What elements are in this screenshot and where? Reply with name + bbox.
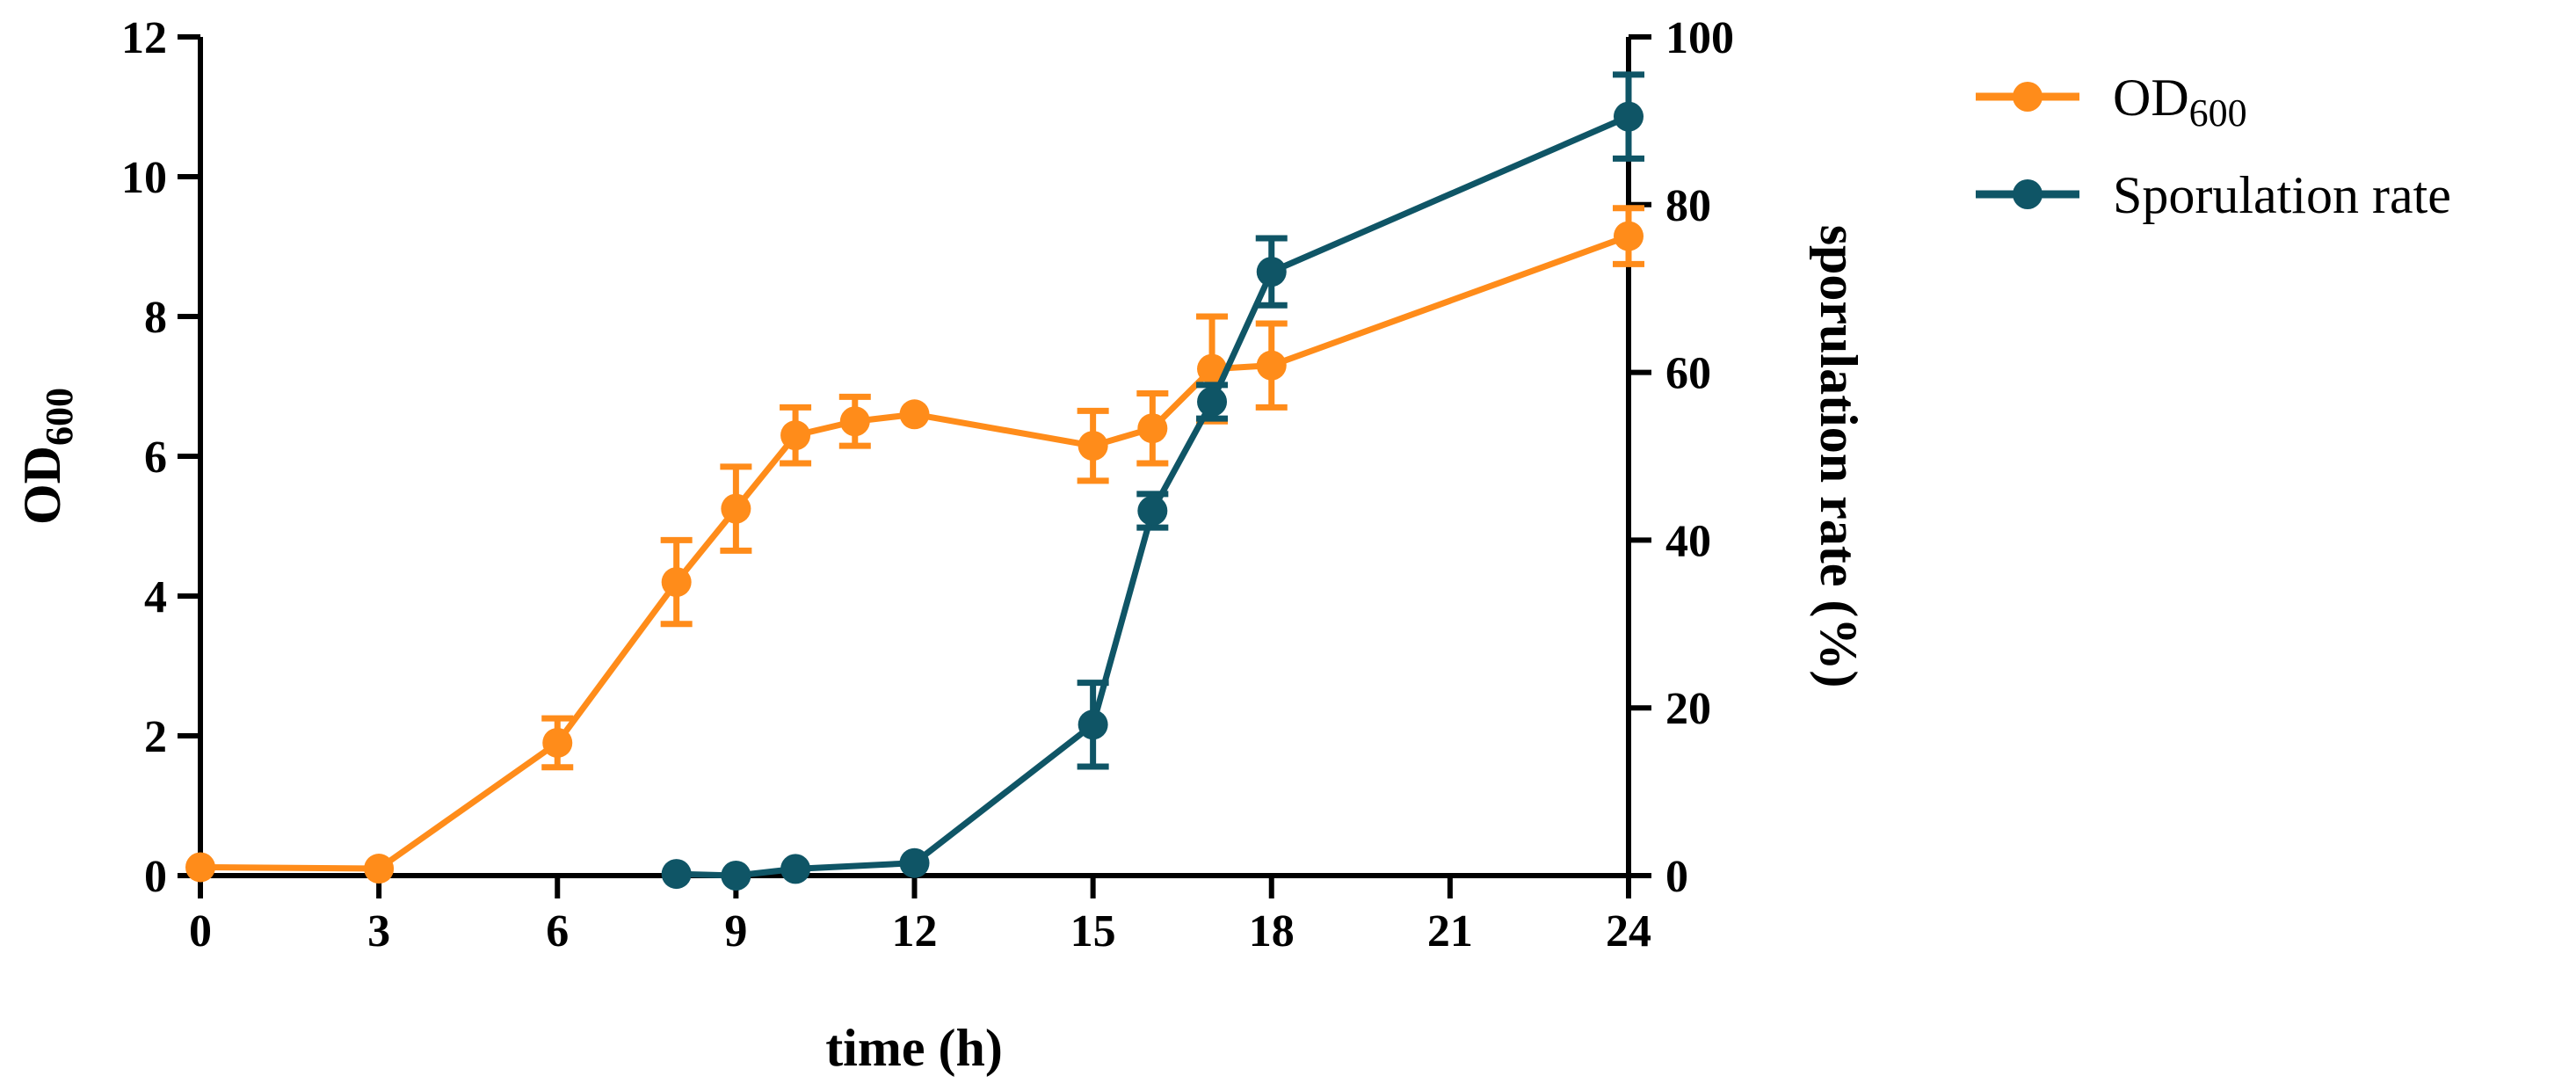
left-y-tick-label: 10	[121, 153, 167, 203]
data-point-sporulation-rate	[1614, 101, 1644, 132]
left-y-tick-label: 8	[144, 293, 167, 343]
data-point-od600	[899, 399, 930, 430]
legend-label-sporulation: Sporulation rate	[2113, 166, 2451, 224]
legend-label-od600: OD600	[2113, 69, 2247, 135]
left-y-tick-label: 6	[144, 433, 167, 483]
left-y-tick-label: 2	[144, 712, 167, 762]
data-point-sporulation-rate	[661, 859, 692, 890]
data-point-sporulation-rate	[721, 861, 751, 891]
data-point-sporulation-rate	[780, 854, 811, 884]
data-point-od600	[542, 727, 573, 758]
x-tick-label: 15	[1070, 906, 1116, 956]
data-point-od600	[1197, 353, 1228, 384]
series-sporulation-rate	[661, 71, 1644, 891]
data-point-sporulation-rate	[899, 847, 930, 878]
axes-group	[198, 37, 1631, 878]
legend-marker-sporulation	[2013, 179, 2043, 209]
data-point-sporulation-rate	[1197, 386, 1228, 417]
x-tick-label: 12	[892, 906, 938, 956]
data-point-od600	[1614, 221, 1644, 251]
legend-item-sporulation: Sporulation rate	[1976, 166, 2451, 224]
legend-item-od600: OD600	[1976, 69, 2247, 135]
left-y-tick-label: 0	[144, 852, 167, 902]
data-point-od600	[1256, 350, 1287, 381]
right-y-tick-label: 40	[1665, 516, 1711, 566]
x-axis-title: time (h)	[825, 1019, 1003, 1077]
left-y-axis-title: OD600	[13, 388, 81, 525]
legend-marker-od600	[2013, 82, 2043, 112]
data-point-sporulation-rate	[1256, 257, 1287, 287]
x-tick-label: 3	[367, 906, 390, 956]
data-point-od600	[839, 406, 870, 437]
data-point-od600	[661, 567, 692, 598]
data-point-od600	[364, 854, 395, 884]
series-group	[185, 71, 1644, 891]
x-tick-label: 24	[1606, 906, 1651, 956]
data-point-od600	[721, 493, 751, 524]
right-y-tick-label: 0	[1665, 852, 1688, 902]
right-y-axis-title: sporulation rate (%)	[1810, 225, 1868, 688]
left-y-tick-label: 12	[121, 13, 167, 63]
x-tick-label: 6	[546, 906, 569, 956]
x-tick-label: 21	[1427, 906, 1473, 956]
right-y-tick-label: 60	[1665, 349, 1711, 399]
legend: OD600 Sporulation rate	[1976, 69, 2451, 224]
data-point-sporulation-rate	[1137, 496, 1168, 527]
data-point-od600	[1078, 431, 1108, 462]
data-point-sporulation-rate	[1078, 709, 1108, 740]
x-tick-label: 0	[189, 906, 212, 956]
data-point-od600	[780, 420, 811, 451]
x-tick-label: 18	[1249, 906, 1295, 956]
data-point-od600	[185, 852, 215, 883]
data-point-od600	[1137, 413, 1168, 444]
right-y-tick-label: 100	[1665, 13, 1734, 63]
left-y-tick-label: 4	[144, 572, 167, 622]
series-od600	[185, 205, 1644, 884]
x-tick-label: 9	[724, 906, 747, 956]
right-y-tick-label: 20	[1665, 684, 1711, 734]
series-line-od600	[200, 233, 1630, 872]
right-y-tick-label: 80	[1665, 181, 1711, 231]
